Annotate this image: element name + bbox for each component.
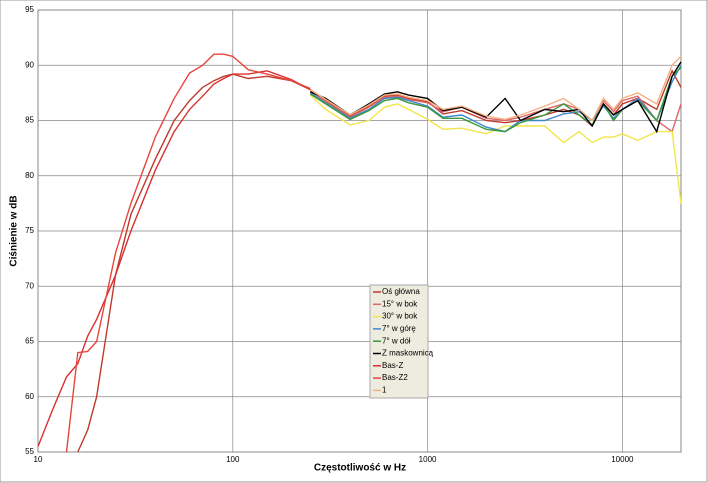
y-tick-label: 80: [25, 171, 34, 180]
y-tick-label: 65: [25, 337, 34, 346]
y-tick-label: 60: [25, 392, 34, 401]
legend-label: Bas-Z2: [382, 373, 408, 382]
legend-label: 1: [382, 386, 387, 395]
legend-label: Z maskownicą: [382, 349, 434, 358]
x-tick-label: 100: [226, 455, 240, 464]
x-axis-title: Częstotliwość w Hz: [314, 463, 406, 474]
series-line: [65, 53, 311, 453]
y-axis-title: Ciśnienie w dB: [9, 195, 20, 266]
legend-label: 7° w dół: [382, 336, 411, 345]
series-line: [310, 61, 682, 134]
y-tick-label: 90: [25, 60, 34, 69]
y-tick-label: 55: [25, 447, 34, 456]
y-tick-label: 70: [25, 281, 34, 290]
legend-label: 30° w bok: [382, 312, 418, 321]
lines: [37, 53, 682, 453]
legend-label: Oś główna: [382, 287, 420, 296]
legend-label: Bas-Z: [382, 361, 403, 370]
x-tick-label: 1000: [419, 455, 437, 464]
x-tick-label: 10000: [611, 455, 634, 464]
x-tick-label: 10: [34, 455, 43, 464]
grid: 55 60 65 70 75 80 85 90 95 10 100 1000 10000: [25, 5, 682, 464]
y-tick-label: 95: [25, 5, 34, 14]
series-line: [309, 55, 682, 122]
series-line: [37, 70, 311, 447]
y-tick-label: 85: [25, 116, 34, 125]
legend: Oś główna 15° w bok 30° w bok 7° w górę 7° w…: [369, 284, 434, 399]
y-tick-label: 75: [25, 226, 34, 235]
legend-label: 7° w górę: [382, 324, 416, 333]
series-line: [309, 90, 682, 133]
legend-label: 15° w bok: [382, 299, 418, 308]
